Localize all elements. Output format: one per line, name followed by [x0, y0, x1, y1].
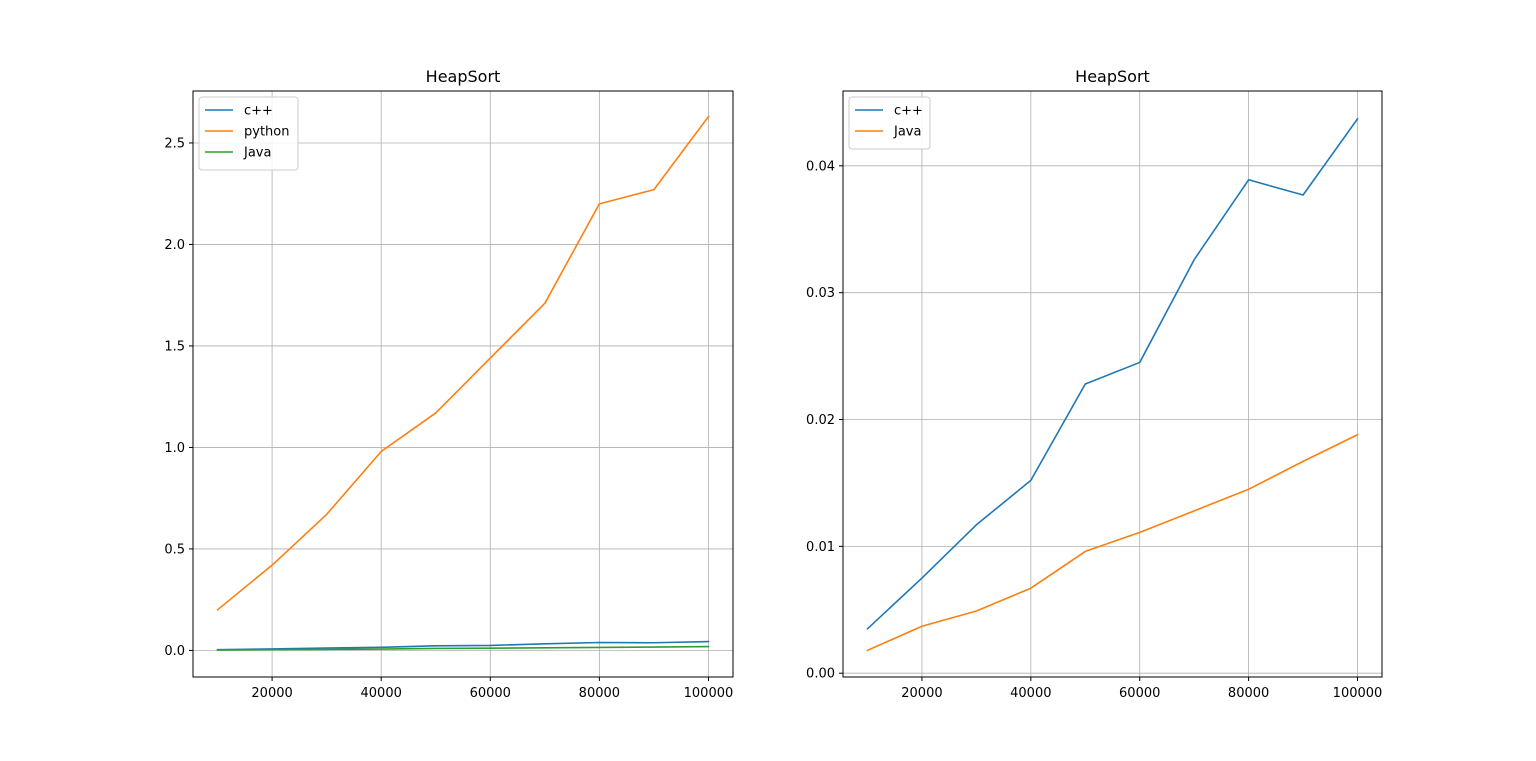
chart-0-series-line-c++ — [216, 640, 710, 651]
chart-1-axes-frame — [842, 90, 1383, 678]
chart-0-y-tick-label-1: 0.5 — [164, 542, 185, 557]
chart-0-legend-label-python: python — [244, 125, 289, 140]
chart-0-series-line-Java — [216, 645, 710, 651]
plot-right: 20000 40000 60000 80000 100000 0.00 0.01 0.02 0.… — [806, 67, 1383, 701]
chart-0-y-tick-label-2: 1.0 — [164, 441, 185, 456]
chart-1-x-tick-label-4: 100000 — [1333, 686, 1383, 701]
chart-0-y-tick-label-4: 2.0 — [164, 238, 185, 253]
chart-0-legend-label-Java: Java — [243, 146, 271, 161]
chart-0-x-tick-label-3: 80000 — [579, 686, 620, 701]
chart-1-x-tick-label-3: 80000 — [1228, 686, 1269, 701]
chart-1-series-line-Java — [866, 433, 1359, 652]
chart-0-legend-label-c++: c++ — [244, 104, 273, 119]
chart-1-x-tick-label-2: 60000 — [1119, 686, 1160, 701]
chart-1-legend-label-c++: c++ — [894, 104, 923, 119]
plot-left: 20000 40000 60000 80000 100000 0.0 0.5 1.0 1.5 2.… — [164, 67, 734, 701]
chart-1-y-tick-label-4: 0.04 — [806, 159, 835, 174]
chart-0-y-tick-label-3: 1.5 — [164, 339, 185, 354]
chart-0-series-line-python — [216, 115, 710, 611]
chart-1-x-tick-label-1: 40000 — [1010, 686, 1051, 701]
chart-1-title: HeapSort — [1075, 67, 1150, 86]
chart-1-y-tick-label-3: 0.03 — [806, 286, 835, 301]
chart-0-y-tick-label-0: 0.0 — [164, 644, 185, 659]
chart-0-x-tick-label-2: 60000 — [470, 686, 511, 701]
chart-0-x-tick-label-4: 100000 — [684, 686, 734, 701]
chart-0-x-tick-label-0: 20000 — [251, 686, 292, 701]
chart-1-y-tick-label-2: 0.02 — [806, 413, 835, 428]
chart-1-x-tick-label-0: 20000 — [901, 686, 942, 701]
chart-0-x-tick-label-1: 40000 — [361, 686, 402, 701]
chart-1-legend-label-Java: Java — [893, 125, 921, 140]
chart-0-title: HeapSort — [426, 67, 501, 86]
chart-0-axes-frame — [192, 90, 734, 678]
chart-1-y-tick-label-1: 0.01 — [806, 540, 835, 555]
chart-1-series-line-c++ — [866, 117, 1359, 630]
chart-1-y-tick-label-0: 0.00 — [806, 667, 835, 682]
chart-0-y-tick-label-5: 2.5 — [164, 136, 185, 151]
